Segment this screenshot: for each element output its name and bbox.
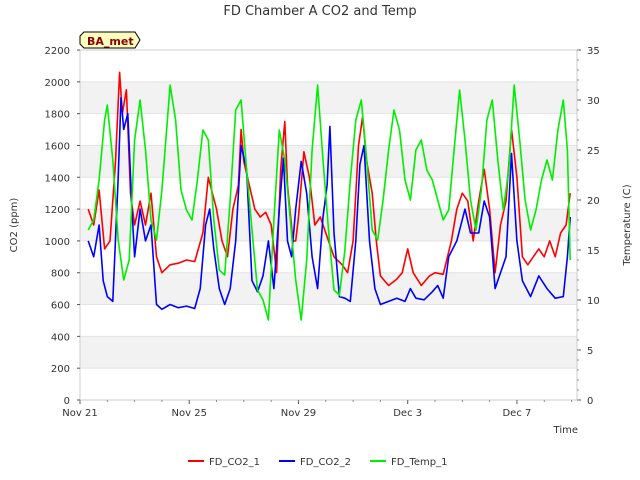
x-tick-label: Nov 29	[281, 408, 316, 419]
y-left-tick-label: 2200	[45, 46, 70, 57]
y-right-tick-label: 20	[587, 196, 600, 207]
x-tick-label: Dec 3	[393, 408, 422, 419]
series-layer	[87, 71, 571, 321]
site-badge: BA_met	[79, 31, 141, 49]
y-right-tick-label: 30	[587, 96, 600, 107]
y-right-tick-label: 35	[587, 46, 600, 57]
y-left-tick-label: 1800	[45, 110, 70, 121]
y-right-tick-label: 10	[587, 296, 600, 307]
axes-layer: 0200400600800100012001400160018002000220…	[45, 46, 600, 419]
legend-label: FD_Temp_1	[391, 457, 447, 468]
y-right-tick-label: 25	[587, 146, 600, 157]
legend-label: FD_CO2_1	[209, 457, 260, 468]
y-left-tick-label: 1200	[45, 205, 70, 216]
grid-band	[80, 81, 577, 114]
series-line-fd-co2-2	[87, 96, 571, 311]
x-tick-label: Dec 7	[502, 408, 531, 419]
y-axis-right-title: Temperature (C)	[622, 184, 633, 266]
y-left-tick-label: 600	[51, 301, 70, 312]
y-left-tick-label: 200	[51, 364, 70, 375]
y-left-tick-label: 0	[64, 396, 70, 407]
y-left-tick-label: 1600	[45, 141, 70, 152]
y-right-tick-label: 5	[587, 346, 593, 357]
x-tick-label: Nov 21	[62, 408, 97, 419]
y-right-tick-label: 0	[587, 396, 593, 407]
series-line-fd-temp-1	[87, 84, 571, 321]
y-left-tick-label: 400	[51, 332, 70, 343]
y-left-tick-label: 800	[51, 269, 70, 280]
grid-band	[80, 336, 577, 369]
x-tick-label: Nov 25	[172, 408, 207, 419]
y-left-tick-label: 2000	[45, 78, 70, 89]
plot-area	[79, 49, 578, 401]
chart-title: FD Chamber A CO2 and Temp	[223, 4, 416, 19]
y-right-tick-label: 15	[587, 246, 600, 257]
site-badge-shape	[79, 31, 141, 49]
y-axis-left-title: CO2 (ppm)	[9, 198, 20, 253]
legend: FD_CO2_1 FD_CO2_2 FD_Temp_1	[188, 457, 447, 468]
site-label: BA_met	[87, 35, 134, 48]
x-axis-title: Time	[553, 425, 578, 436]
y-left-tick-label: 1400	[45, 173, 70, 184]
series-line-fd-co2-1	[87, 71, 571, 287]
y-left-tick-label: 1000	[45, 237, 70, 248]
legend-label: FD_CO2_2	[300, 457, 351, 468]
